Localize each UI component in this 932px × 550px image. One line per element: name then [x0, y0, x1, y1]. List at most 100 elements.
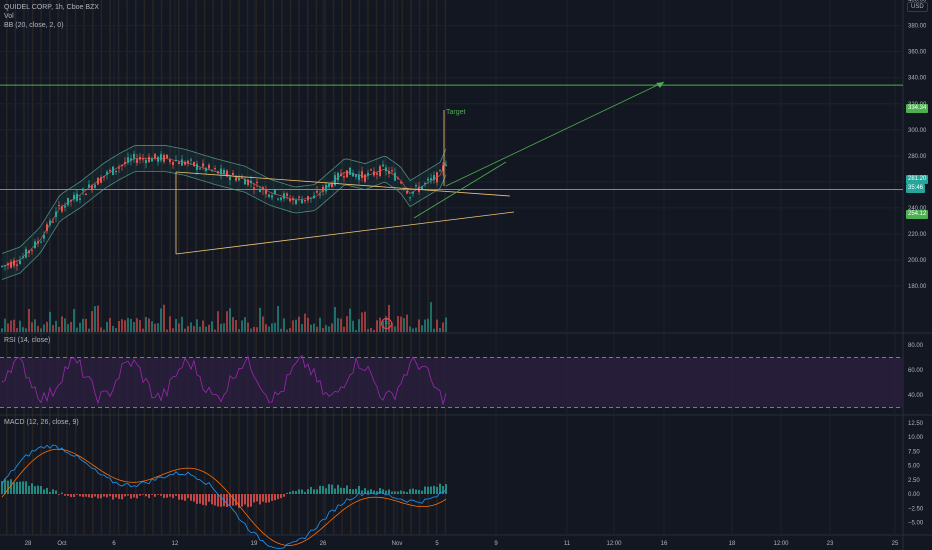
volume-bar: [187, 325, 189, 332]
macd-signal-line: [1, 448, 447, 546]
volume-bar: [13, 319, 15, 332]
macd-histogram-bar: [397, 491, 399, 494]
macd-histogram-bar: [13, 482, 15, 494]
macd-histogram-bar: [22, 481, 24, 494]
candle-body: [241, 176, 243, 178]
candle-body: [136, 159, 138, 163]
macd-histogram-bar: [163, 494, 165, 499]
session-stripe: [255, 0, 257, 535]
volume-bar: [268, 326, 270, 332]
candle-body: [31, 249, 33, 251]
volume-bar: [22, 327, 24, 332]
macd-histogram-bar: [394, 491, 396, 494]
volume-bar: [4, 318, 6, 332]
candle-body: [175, 160, 177, 162]
price-tick-label: 240.00: [908, 206, 927, 212]
macd-histogram-bar: [262, 494, 264, 502]
rsi-line: [1, 354, 447, 405]
candle-body: [190, 159, 192, 161]
volume-bar: [307, 317, 309, 332]
macd-histogram-bar: [178, 494, 180, 500]
candle-body: [172, 161, 174, 165]
candle-body: [370, 169, 372, 171]
volume-legend: Vol: [4, 13, 14, 20]
candle-body: [121, 164, 123, 167]
candle-body: [256, 181, 258, 183]
volume-bar: [190, 322, 192, 332]
time-label: 9: [494, 541, 498, 547]
macd-histogram-bar: [376, 491, 378, 494]
macd-histogram-bar: [61, 492, 63, 494]
bollinger-upper: [1, 145, 447, 254]
candle-body: [403, 188, 405, 190]
volume-bar: [259, 307, 261, 332]
macd-histogram-bar: [298, 489, 300, 494]
macd-histogram-bar: [187, 494, 189, 499]
volume-bar: [202, 320, 204, 332]
macd-histogram-bar: [181, 494, 183, 500]
volume-bar: [106, 321, 108, 332]
time-label: 25: [892, 541, 899, 547]
time-label: 23: [827, 541, 834, 547]
macd-histogram-bar: [199, 494, 201, 504]
macd-histogram-bar: [379, 488, 381, 494]
time-label: 11: [564, 541, 571, 547]
macd-histogram-bar: [304, 491, 306, 494]
volume-bar: [409, 326, 411, 332]
macd-histogram-bar: [148, 494, 150, 499]
volume-bar: [19, 320, 21, 332]
volume-bar: [91, 311, 93, 332]
macd-histogram-bar: [205, 494, 207, 506]
candle-body: [247, 179, 249, 186]
macd-histogram-bar: [193, 494, 195, 502]
macd-histogram-bar: [115, 494, 117, 498]
volume-bar: [247, 322, 249, 332]
candle-body: [436, 172, 438, 183]
macd-histogram-bar: [283, 494, 285, 497]
candle-body: [157, 156, 159, 162]
price-tag-support: 254.12: [906, 210, 929, 219]
candle-body: [304, 199, 306, 202]
time-label: 26: [320, 541, 327, 547]
macd-histogram-bar: [160, 494, 162, 496]
candle-body: [61, 206, 63, 212]
session-stripe: [324, 0, 326, 535]
volume-bar: [352, 320, 354, 332]
candle-body: [238, 177, 240, 181]
volume-bar: [364, 311, 366, 332]
macd-histogram-bar: [214, 494, 216, 506]
session-stripe: [135, 0, 137, 535]
time-label: 12:00: [773, 541, 789, 547]
volume-bar: [370, 327, 372, 332]
volume-bar: [301, 323, 303, 332]
volume-bar: [439, 327, 441, 332]
macd-histogram-bar: [382, 489, 384, 494]
macd-histogram-bar: [142, 494, 144, 495]
volume-bar: [334, 306, 336, 332]
macd-histogram-bar: [235, 494, 237, 506]
macd-histogram-bar: [280, 494, 282, 499]
macd-tick-label: 7.50: [908, 449, 920, 455]
macd-histogram-bar: [190, 494, 192, 501]
volume-bar: [415, 327, 417, 332]
macd-histogram-bar: [364, 488, 366, 494]
candle-body: [76, 193, 78, 201]
volume-bar: [424, 319, 426, 332]
macd-histogram-bar: [67, 494, 69, 496]
macd-histogram-bar: [109, 494, 111, 497]
macd-histogram-bar: [358, 485, 360, 494]
macd-histogram-bar: [433, 485, 435, 494]
candle-body: [202, 163, 204, 167]
earnings-icon[interactable]: E: [381, 318, 392, 329]
macd-histogram-bar: [412, 488, 414, 494]
candle-body: [355, 174, 357, 177]
macd-histogram-bar: [151, 494, 153, 495]
currency-button[interactable]: USD: [907, 2, 928, 12]
volume-bar: [346, 316, 348, 332]
volume-bar: [214, 329, 216, 332]
session-stripe: [178, 0, 180, 535]
candle-body: [358, 174, 360, 181]
time-label: 12:00: [606, 541, 622, 547]
candle-body: [49, 220, 51, 225]
